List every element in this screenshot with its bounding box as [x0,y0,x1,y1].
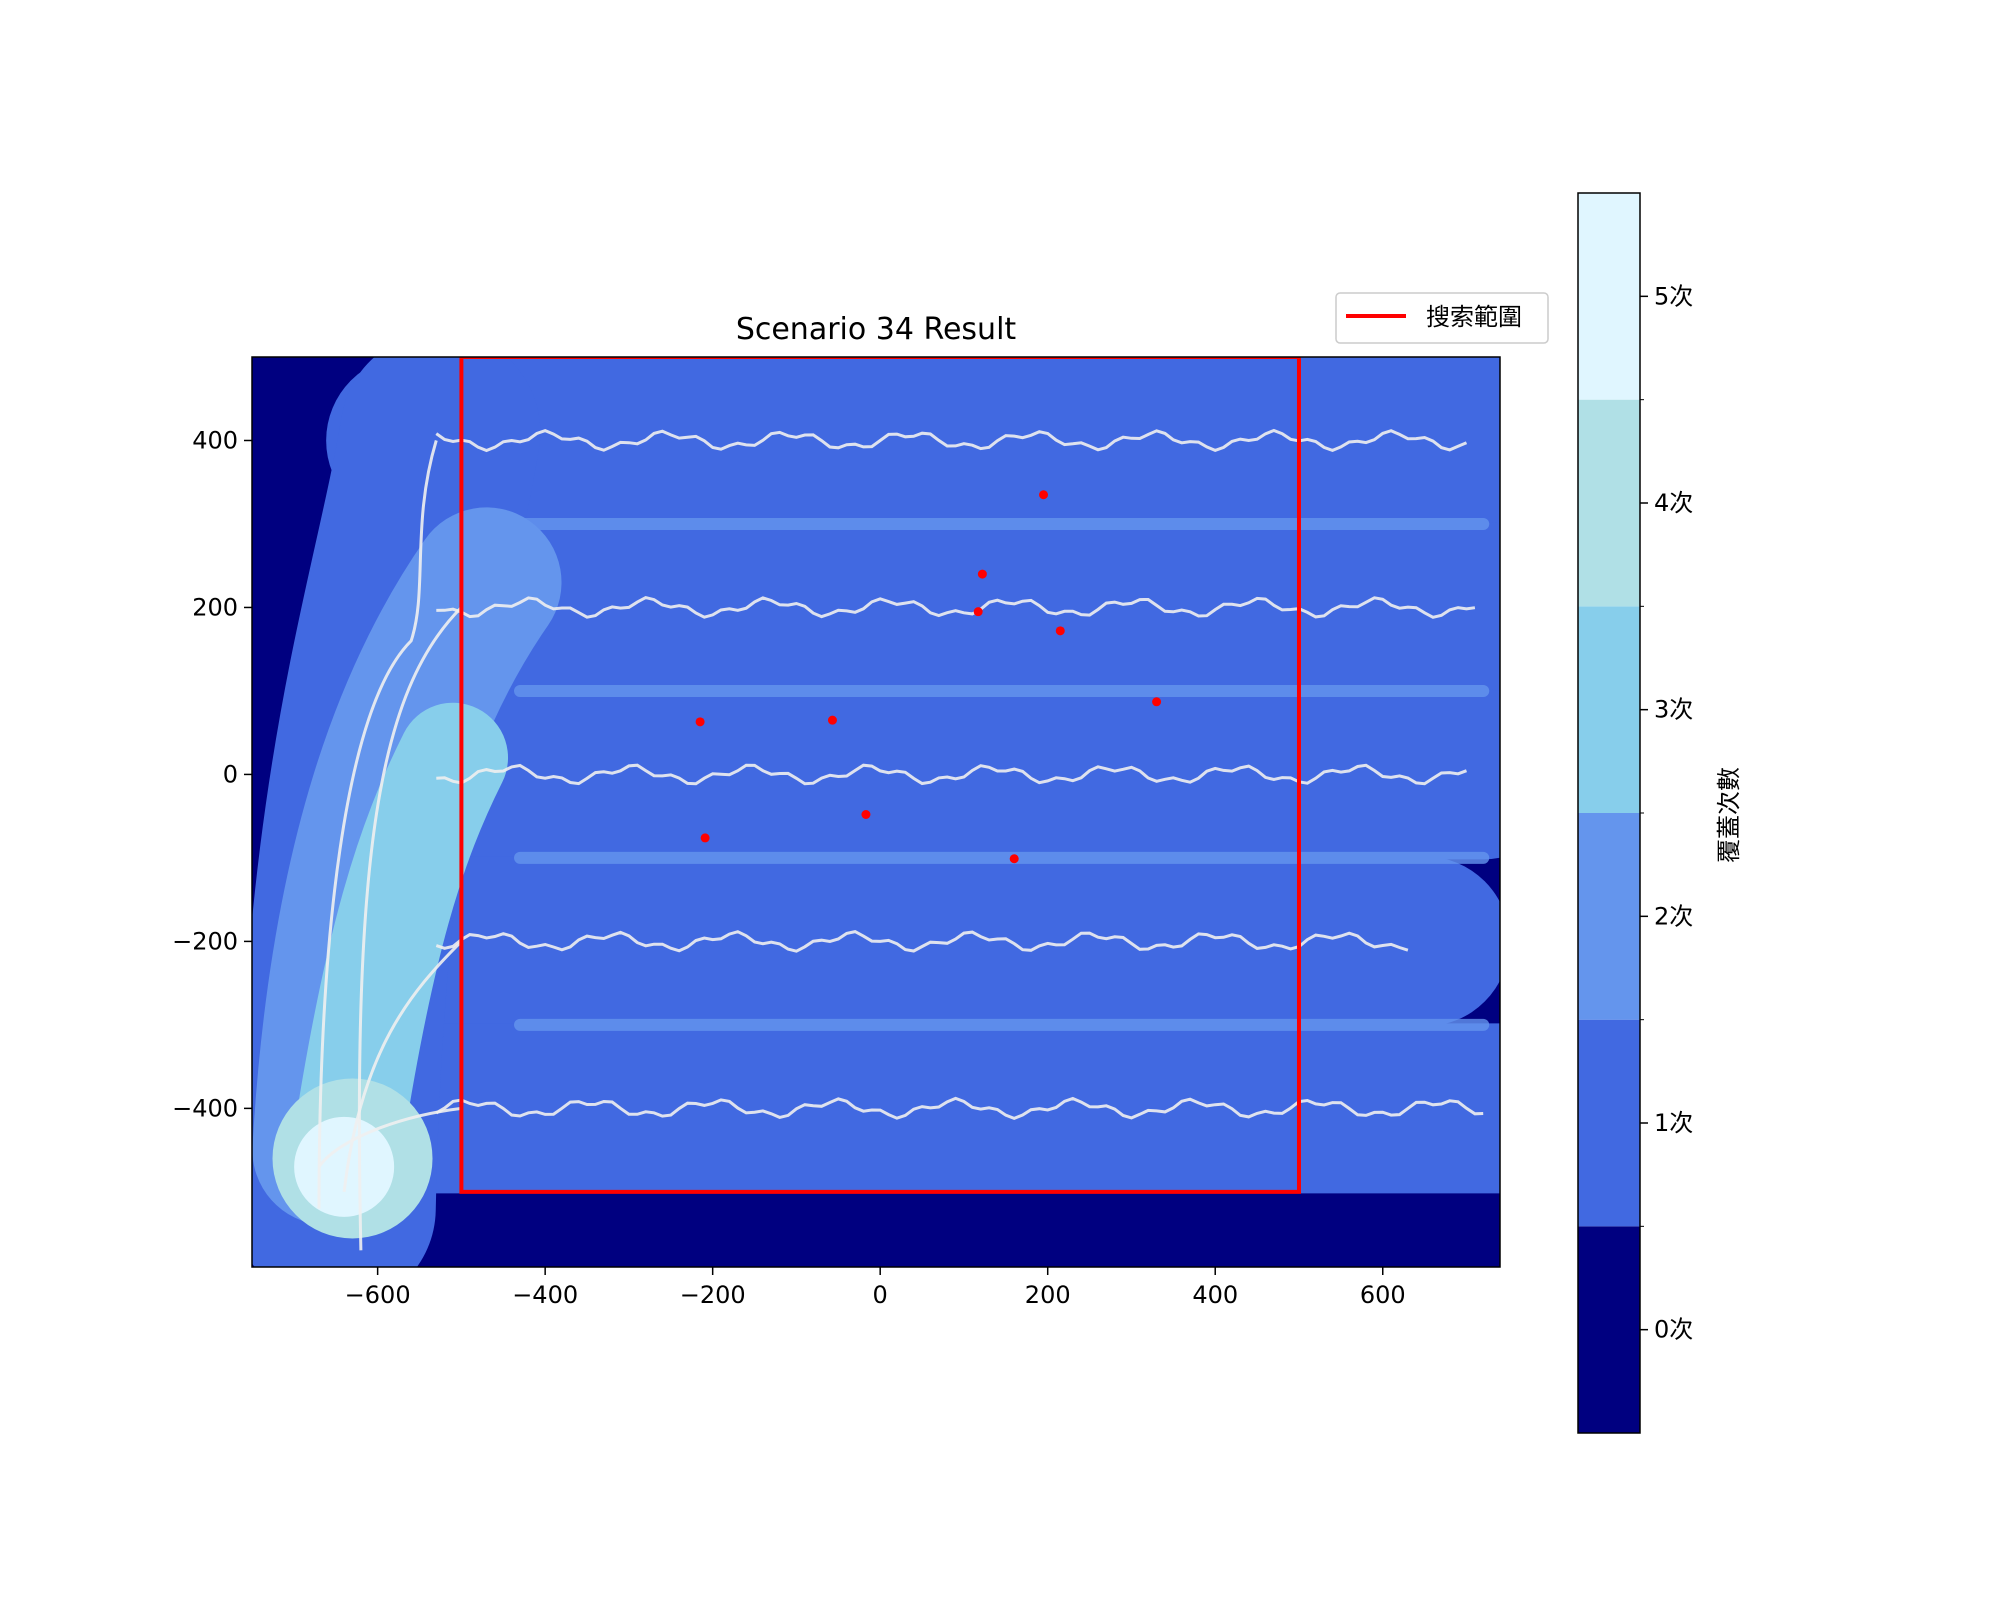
colorbar-label: 覆蓋次數 [1715,767,1743,863]
colorbar-segment-4 [1578,399,1640,607]
legend-label-search-area: 搜索範圍 [1426,303,1522,331]
colorbar-tick-label: 5次 [1654,282,1693,310]
colorbar-segment-2 [1578,813,1640,1020]
colorbar-tick-label: 4次 [1654,489,1693,517]
x-tick-label: −400 [512,1281,578,1309]
colorbar-tick-label: 3次 [1654,696,1693,724]
colorbar-tick-label: 0次 [1654,1316,1693,1344]
x-tick-label: 200 [1025,1281,1071,1309]
legend: 搜索範圍 [1335,292,1549,344]
colorbar-segment-3 [1578,606,1640,813]
legend-box [1335,292,1549,344]
target-point-1 [977,569,987,579]
y-axis: −400 −200 0 200 400 [172,426,252,1122]
y-tick-label: 200 [192,593,238,621]
coverage-5x-zone [294,1116,395,1217]
search-track-1 [436,596,1476,619]
plot-frame [251,356,1501,1268]
transit-track-3 [317,1106,462,1168]
target-point-8 [700,833,710,843]
search-area-rect [459,357,1301,1194]
colorbar-tick-label: 1次 [1654,1109,1693,1137]
target-point-9 [1009,854,1019,864]
target-point-4 [1152,697,1162,707]
target-point-2 [973,607,983,617]
y-tick-label: 400 [192,426,238,454]
x-tick-label: −600 [345,1281,411,1309]
target-point-3 [1055,626,1065,636]
y-tick-label: 0 [223,760,238,788]
search-track-4 [435,1096,1484,1121]
plot-area [252,357,1500,1267]
colorbar-segment-1 [1578,1019,1640,1227]
colorbar-segment-0 [1578,1226,1640,1433]
chart-title: Scenario 34 Result [736,312,1017,347]
target-point-5 [695,717,705,727]
search-track-3 [435,930,1409,953]
x-tick-label: 400 [1192,1281,1238,1309]
target-point-0 [1039,490,1049,500]
x-tick-label: 0 [873,1281,888,1309]
colorbar: 0次 1次 2次 3次 4次 5次 [1577,192,1693,1434]
x-tick-label: 600 [1360,1281,1406,1309]
transit-track-0 [317,440,438,1209]
search-track-0 [435,428,1468,453]
colorbar-tick-label: 2次 [1654,902,1693,930]
transit-track-1 [357,606,463,1251]
y-tick-label: −200 [172,927,238,955]
target-point-7 [861,810,871,820]
search-track-2 [436,763,1468,786]
x-axis: −600 −400 −200 0 200 400 600 [345,1267,1406,1309]
x-tick-label: −200 [680,1281,746,1309]
colorbar-segment-5 [1578,193,1640,400]
target-point-6 [827,715,837,725]
y-tick-label: −400 [172,1094,238,1122]
